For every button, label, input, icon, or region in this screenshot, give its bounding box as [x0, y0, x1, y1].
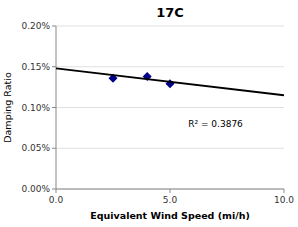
grid-line — [56, 26, 284, 27]
title: 17C — [156, 5, 184, 20]
x-axis-label: Equivalent Wind Speed (mi/h) — [90, 210, 250, 221]
grid-line — [56, 66, 284, 67]
plot-area — [56, 68, 284, 95]
chart: 0.0 5.0 10.0 0.00% 0.05% 0.10% 0.15% 0.20% R² = … — [0, 0, 298, 227]
y-tick-label: 0.10% — [21, 103, 50, 113]
y-tick — [52, 189, 56, 190]
y-axis-label: Damping Ratio — [2, 72, 13, 143]
x-tick-label: 5.0 — [163, 195, 178, 205]
fit-line — [56, 68, 284, 95]
y-tick-label: 0.20% — [21, 21, 50, 31]
x-tick — [284, 189, 285, 193]
y-tick — [52, 26, 56, 27]
x-tick-label: 0.0 — [49, 195, 64, 205]
annotation: R² = 0.3876 — [188, 119, 243, 129]
grid-line — [56, 107, 284, 108]
y-tick-label: 0.05% — [21, 143, 50, 153]
y-tick — [52, 66, 56, 67]
y-tick — [52, 107, 56, 108]
x-tick-label: 10.0 — [274, 195, 294, 205]
y-tick-label: 0.00% — [21, 184, 50, 194]
x-tick — [170, 189, 171, 193]
x-tick — [56, 189, 57, 193]
y-tick — [52, 148, 56, 149]
y-tick-label: 0.15% — [21, 62, 50, 72]
grid-line — [56, 148, 284, 149]
